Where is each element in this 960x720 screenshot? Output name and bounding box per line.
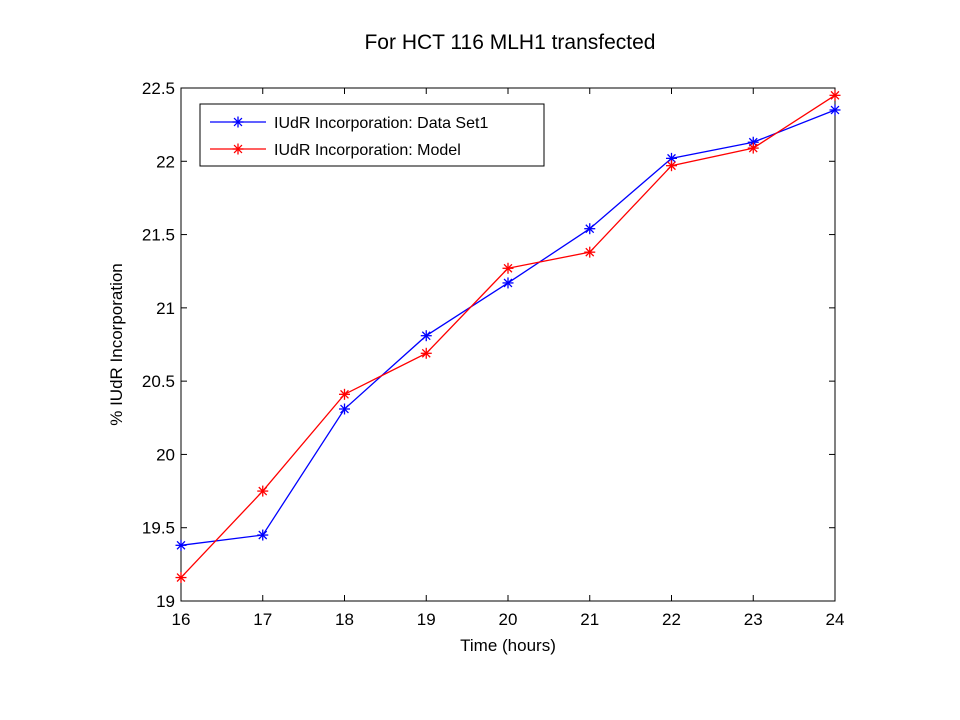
axis-ticks <box>180 87 836 602</box>
x-tick-label: 24 <box>826 610 845 629</box>
legend-label: IUdR Incorporation: Data Set1 <box>274 115 488 132</box>
legend: IUdR Incorporation: Data Set1 IUdR Incorp… <box>199 103 545 167</box>
data-point <box>829 104 841 116</box>
x-tick-label: 19 <box>417 610 436 629</box>
data-point <box>175 572 187 584</box>
x-tick-label: 21 <box>580 610 599 629</box>
y-tick-label: 19.5 <box>142 519 175 538</box>
data-point <box>175 539 187 551</box>
x-tick-label: 20 <box>499 610 518 629</box>
data-point <box>502 277 514 289</box>
x-tick-label: 23 <box>744 610 763 629</box>
legend-label: IUdR Incorporation: Model <box>274 142 461 159</box>
chart-title: For HCT 116 MLH1 transfected <box>364 31 656 54</box>
data-point <box>584 246 596 258</box>
data-point <box>339 403 350 415</box>
data-point <box>420 330 432 342</box>
y-tick-label: 22 <box>156 152 175 171</box>
y-axis-label: % IUdR Incorporation <box>107 263 126 426</box>
legend-marker <box>232 116 244 128</box>
y-tick-label: 20 <box>156 445 175 464</box>
data-point <box>666 160 677 172</box>
x-tick-label: 16 <box>172 610 191 629</box>
data-point <box>420 347 432 359</box>
data-point <box>257 529 269 541</box>
plot-area <box>180 87 836 602</box>
data-point <box>747 142 759 154</box>
legend-items: IUdR Incorporation: Data Set1 IUdR Incorp… <box>210 115 488 159</box>
series-1 <box>175 104 841 551</box>
y-tick-label: 22.5 <box>142 79 175 98</box>
legend-box <box>199 103 545 167</box>
data-point <box>339 388 350 400</box>
data-point <box>829 89 841 101</box>
y-tick-labels: 19 19.5 20 20.5 21 21.5 22 22.5 <box>142 79 175 611</box>
x-tick-label: 22 <box>662 610 681 629</box>
y-tick-label: 21 <box>156 299 175 318</box>
x-tick-labels: 16 17 18 19 20 21 22 23 24 <box>172 610 845 629</box>
data-point <box>502 262 514 274</box>
x-tick-label: 17 <box>253 610 272 629</box>
data-point <box>584 223 596 235</box>
series-2 <box>175 89 841 584</box>
y-tick-label: 20.5 <box>142 372 175 391</box>
x-tick-label: 18 <box>335 610 354 629</box>
legend-marker <box>232 143 244 155</box>
y-tick-label: 19 <box>156 592 175 611</box>
legend-entry: IUdR Incorporation: Data Set1 <box>210 115 488 132</box>
data-point <box>257 485 269 497</box>
x-axis-label: Time (hours) <box>460 636 556 655</box>
legend-entry: IUdR Incorporation: Model <box>210 142 461 159</box>
y-tick-label: 21.5 <box>142 226 175 245</box>
series-layer <box>175 89 841 584</box>
